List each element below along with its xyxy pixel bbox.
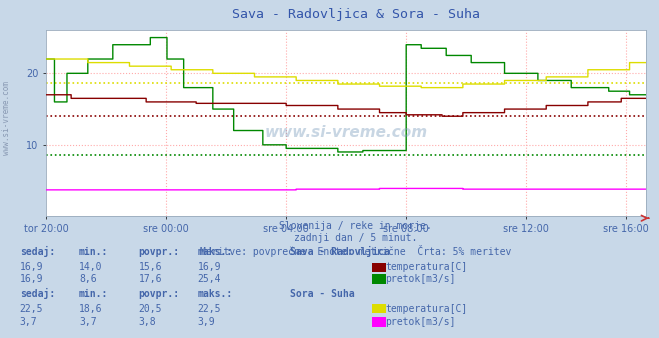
Text: 16,9: 16,9 [20,262,43,272]
Text: 18,6: 18,6 [79,304,103,314]
Text: min.:: min.: [79,289,109,299]
Text: 22,5: 22,5 [20,304,43,314]
Text: maks.:: maks.: [198,247,233,257]
Text: min.:: min.: [79,247,109,257]
Text: temperatura[C]: temperatura[C] [386,304,468,314]
Text: pretok[m3/s]: pretok[m3/s] [386,274,456,284]
Text: 3,9: 3,9 [198,317,215,327]
Text: 3,7: 3,7 [79,317,97,327]
Text: 22,5: 22,5 [198,304,221,314]
Text: maks.:: maks.: [198,289,233,299]
Text: zadnji dan / 5 minut.: zadnji dan / 5 minut. [294,233,418,243]
Text: 14,0: 14,0 [79,262,103,272]
Text: temperatura[C]: temperatura[C] [386,262,468,272]
Text: 3,7: 3,7 [20,317,38,327]
Text: Sava - Radovljica: Sava - Radovljica [290,246,390,257]
Text: Sora - Suha: Sora - Suha [290,289,355,299]
Text: 8,6: 8,6 [79,274,97,284]
Text: Sava - Radovljica & Sora - Suha: Sava - Radovljica & Sora - Suha [232,8,480,21]
Text: sedaj:: sedaj: [20,246,55,257]
Text: pretok[m3/s]: pretok[m3/s] [386,317,456,327]
Text: 25,4: 25,4 [198,274,221,284]
Text: 17,6: 17,6 [138,274,162,284]
Text: sedaj:: sedaj: [20,288,55,299]
Text: www.si-vreme.com: www.si-vreme.com [2,81,11,155]
Text: 16,9: 16,9 [198,262,221,272]
Text: 20,5: 20,5 [138,304,162,314]
Text: Meritve: povprečne  Enote: metrične  Črta: 5% meritev: Meritve: povprečne Enote: metrične Črta:… [200,245,511,257]
Text: Slovenija / reke in morje.: Slovenija / reke in morje. [279,221,432,232]
Text: povpr.:: povpr.: [138,247,179,257]
Text: 3,8: 3,8 [138,317,156,327]
Text: 16,9: 16,9 [20,274,43,284]
Text: www.si-vreme.com: www.si-vreme.com [264,125,428,140]
Text: 15,6: 15,6 [138,262,162,272]
Text: povpr.:: povpr.: [138,289,179,299]
